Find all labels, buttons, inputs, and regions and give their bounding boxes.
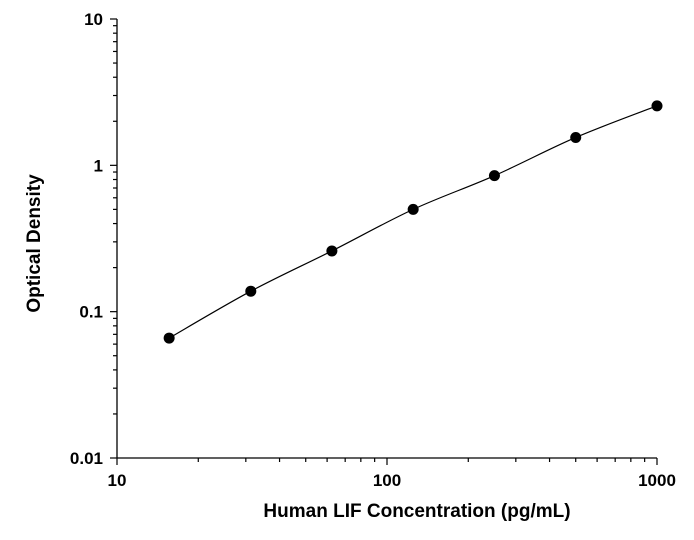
x-tick-label: 100 xyxy=(373,471,401,490)
ticks xyxy=(110,18,658,465)
data-points xyxy=(163,100,663,344)
tick-labels: 10 100 1000 0.01 0.1 1 10 xyxy=(70,10,676,490)
y-tick-label: 0.01 xyxy=(70,449,103,468)
y-tick-label: 1 xyxy=(94,156,103,175)
x-tick-label: 1000 xyxy=(638,471,676,490)
x-axis-title: Human LIF Concentration (pg/mL) xyxy=(263,501,570,522)
y-tick-label: 10 xyxy=(84,10,103,29)
data-point xyxy=(570,131,582,143)
x-tick-label: 10 xyxy=(108,471,127,490)
data-point xyxy=(163,332,175,344)
data-point xyxy=(407,203,419,215)
data-point xyxy=(326,245,338,257)
axes xyxy=(116,19,657,459)
data-point xyxy=(488,170,500,182)
y-tick-label: 0.1 xyxy=(79,303,103,322)
data-point xyxy=(651,100,663,112)
data-point xyxy=(245,285,257,297)
fit-curve xyxy=(168,105,658,339)
y-axis-title: Optical Density xyxy=(24,174,45,313)
